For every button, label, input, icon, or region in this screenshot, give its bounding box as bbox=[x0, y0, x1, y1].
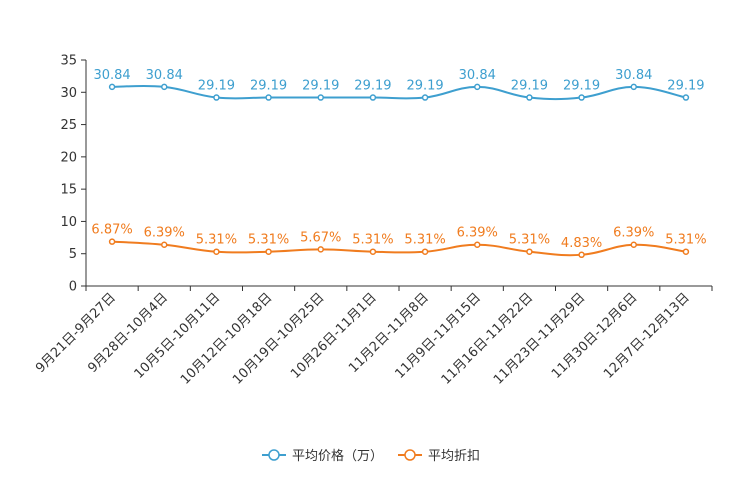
data-label: 5.31% bbox=[196, 233, 237, 248]
data-label: 29.19 bbox=[302, 79, 339, 94]
data-label: 29.19 bbox=[198, 79, 235, 94]
legend-label: 平均价格（万） bbox=[292, 448, 383, 464]
data-label: 5.31% bbox=[248, 233, 289, 248]
data-point bbox=[317, 94, 324, 101]
data-label: 29.19 bbox=[563, 79, 600, 94]
y-tick-label: 5 bbox=[69, 247, 77, 262]
data-point bbox=[526, 94, 533, 101]
y-tick-label: 35 bbox=[60, 54, 77, 69]
data-point bbox=[369, 94, 377, 101]
data-label: 29.19 bbox=[667, 79, 704, 94]
data-point bbox=[474, 241, 481, 248]
data-point bbox=[317, 246, 324, 253]
data-label: 4.83% bbox=[561, 236, 602, 251]
data-label: 5.31% bbox=[404, 233, 445, 248]
data-point bbox=[108, 83, 116, 91]
data-label: 29.19 bbox=[511, 79, 548, 94]
legend-item-2[interactable]: 平均折扣 bbox=[398, 449, 480, 464]
data-point bbox=[682, 248, 690, 255]
data-point bbox=[578, 251, 585, 259]
data-point bbox=[682, 94, 690, 101]
data-label: 5.31% bbox=[509, 233, 550, 248]
data-label: 30.84 bbox=[615, 68, 652, 83]
y-tick-label: 25 bbox=[60, 118, 77, 133]
legend-item-1[interactable]: 平均价格（万） bbox=[262, 448, 383, 464]
x-tick-label: 11月23日-11月29日 bbox=[491, 290, 588, 387]
data-label: 29.19 bbox=[354, 79, 391, 94]
data-point bbox=[108, 238, 116, 245]
legend-marker bbox=[404, 449, 416, 461]
data-label: 6.39% bbox=[144, 226, 185, 241]
data-label: 5.31% bbox=[665, 233, 706, 248]
data-point bbox=[369, 248, 377, 255]
data-point bbox=[578, 94, 585, 101]
data-label: 29.19 bbox=[250, 79, 287, 94]
data-point bbox=[213, 94, 220, 101]
legend-label: 平均折扣 bbox=[428, 449, 480, 464]
series-layer: 30.84 30.84 29.19 29.19 29.19 29.19 29.19 30.84… bbox=[91, 68, 707, 259]
data-point bbox=[265, 94, 272, 101]
y-tick-label: 0 bbox=[69, 280, 77, 295]
data-point bbox=[630, 83, 637, 91]
y-tick-label: 10 bbox=[60, 215, 77, 230]
axes: 051015202530359月21日-9月27日9月28日-10月4日10月5… bbox=[33, 54, 713, 388]
data-point bbox=[161, 241, 168, 248]
series-2: 6.87% 6.39% 5.31% 5.31% 5.67% 5.31% 5.31% 6.39%… bbox=[91, 223, 707, 259]
x-tick-label: 10月12日-10月18日 bbox=[178, 290, 275, 387]
series-line bbox=[112, 84, 687, 101]
series-1: 30.84 30.84 29.19 29.19 29.19 29.19 29.19 30.84… bbox=[93, 68, 705, 101]
data-point bbox=[421, 94, 429, 101]
data-point bbox=[630, 241, 637, 248]
data-label: 6.39% bbox=[457, 226, 498, 241]
x-tick-label: 11月16日-11月22日 bbox=[439, 290, 536, 387]
data-label: 30.84 bbox=[459, 68, 496, 83]
data-label: 5.67% bbox=[300, 230, 341, 245]
data-label: 29.19 bbox=[406, 79, 443, 94]
y-tick-label: 15 bbox=[60, 183, 77, 198]
data-point bbox=[421, 248, 429, 255]
legend[interactable]: 平均价格（万） 平均折扣 bbox=[262, 448, 480, 464]
data-label: 6.39% bbox=[613, 226, 654, 241]
x-tick-label: 10月19日-10月25日 bbox=[230, 290, 327, 387]
data-point bbox=[474, 83, 481, 91]
data-label: 30.84 bbox=[93, 68, 130, 83]
data-label: 5.31% bbox=[352, 233, 393, 248]
data-point bbox=[161, 83, 168, 91]
data-point bbox=[526, 248, 533, 255]
data-label: 30.84 bbox=[146, 68, 183, 83]
y-tick-label: 20 bbox=[60, 150, 77, 165]
data-point bbox=[265, 248, 272, 255]
legend-marker bbox=[268, 449, 280, 461]
y-tick-label: 30 bbox=[60, 86, 77, 101]
data-label: 6.87% bbox=[91, 223, 132, 238]
data-point bbox=[213, 248, 220, 255]
series-line bbox=[112, 240, 687, 257]
